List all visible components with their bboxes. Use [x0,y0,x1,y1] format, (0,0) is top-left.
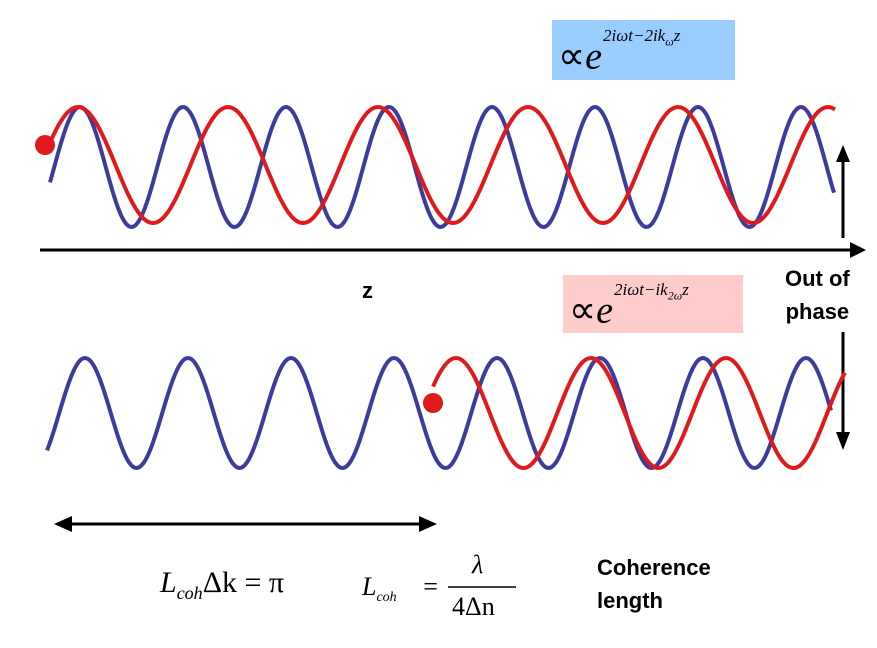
fraction-denominator: 4Δn [452,592,495,621]
fraction-numerator: λ [472,550,484,579]
bottom-start-dot [423,393,443,413]
equation-coherence-length: Lcoh = [362,572,438,606]
z-axis-label: z [362,278,373,303]
phase-arrow-down-head [836,432,850,450]
formula-top-box: ∝e2iωt−2ikωz [552,20,735,80]
bottom-red-wave [431,356,847,470]
proportional-symbol: ∝ [558,35,586,78]
formula-base: e [596,289,614,332]
formula-exponent: 2iωt−ik2ωz [614,280,689,303]
out-of-phase-line-1: Out of [785,266,850,291]
formula-mid-box: ∝e2iωt−ik2ωz [563,275,743,333]
out-of-phase-label: Out of phase [785,262,850,328]
coherence-arrow-left-head [54,516,72,532]
phase-arrow-up-head [836,145,850,162]
coherence-length-label: Coherence length [597,551,711,617]
formula-base: e [585,35,603,78]
bottom-blue-wave [45,356,833,470]
out-of-phase-line-2: phase [785,299,850,324]
coherence-line-1: Coherence [597,555,711,580]
top-start-dot [35,135,55,155]
coherence-line-2: length [597,588,663,613]
proportional-symbol: ∝ [569,289,597,332]
formula-exponent: 2iωt−2ikωz [603,26,681,49]
coherence-arrow-right-head [419,516,437,532]
z-axis-arrowhead [850,242,866,258]
top-red-wave [43,105,837,225]
equation-coherence-phase: LcohΔk = π [160,566,285,603]
top-blue-wave [48,105,836,229]
